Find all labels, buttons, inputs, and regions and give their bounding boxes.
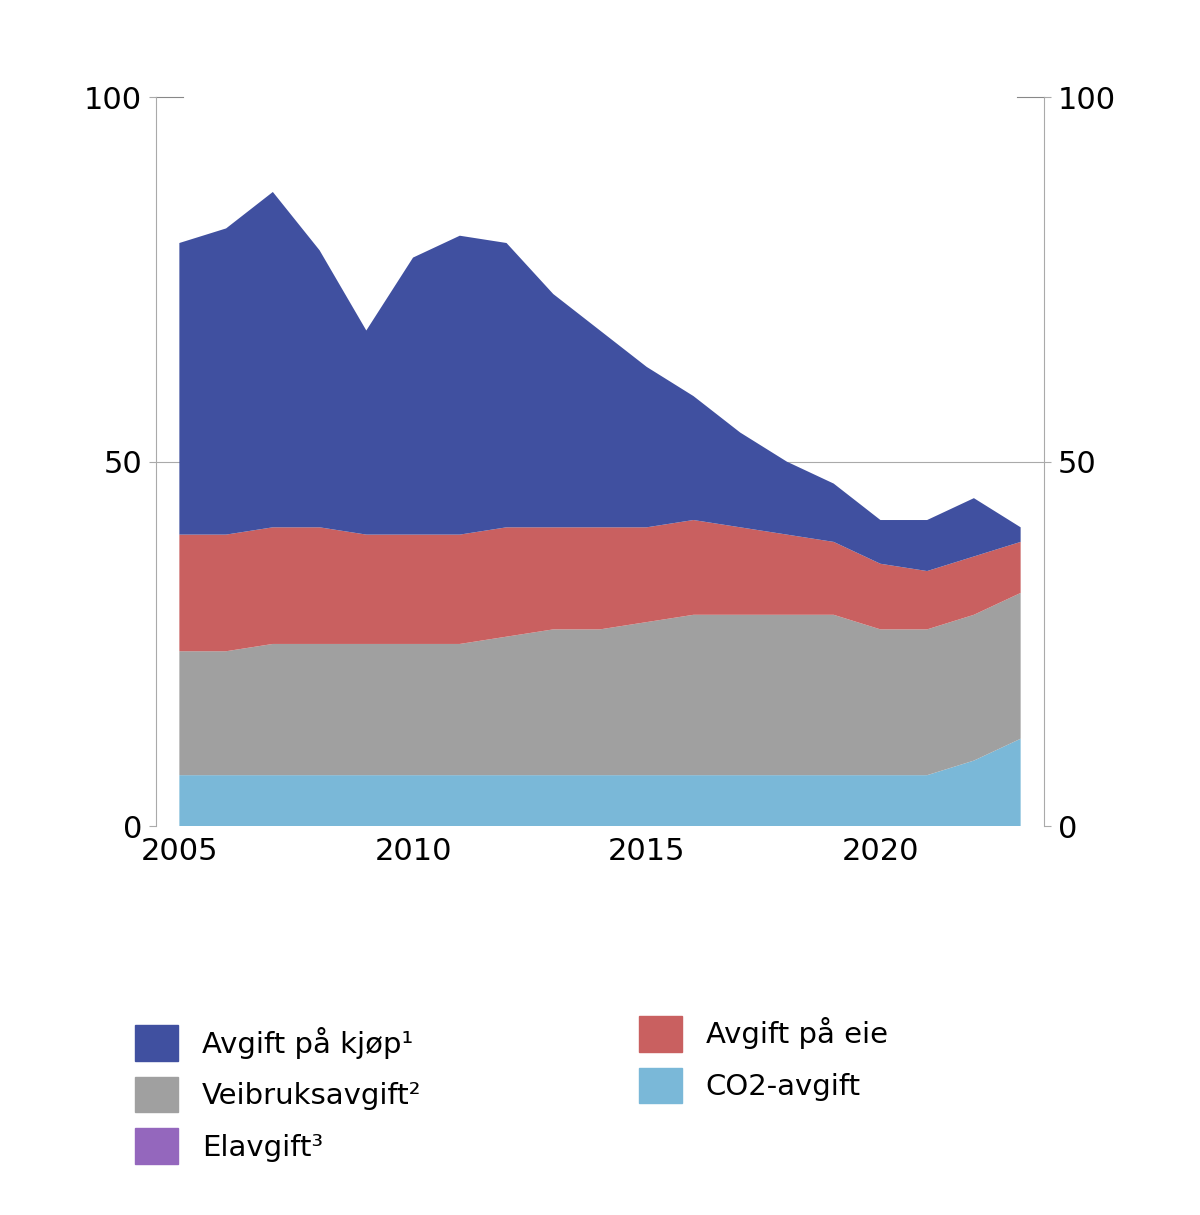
Legend: Avgift på eie, CO2-avgift: Avgift på eie, CO2-avgift (638, 1016, 888, 1103)
Legend: Avgift på kjøp¹, Veibruksavgift², Elavgift³: Avgift på kjøp¹, Veibruksavgift², Elavgi… (134, 1025, 421, 1164)
